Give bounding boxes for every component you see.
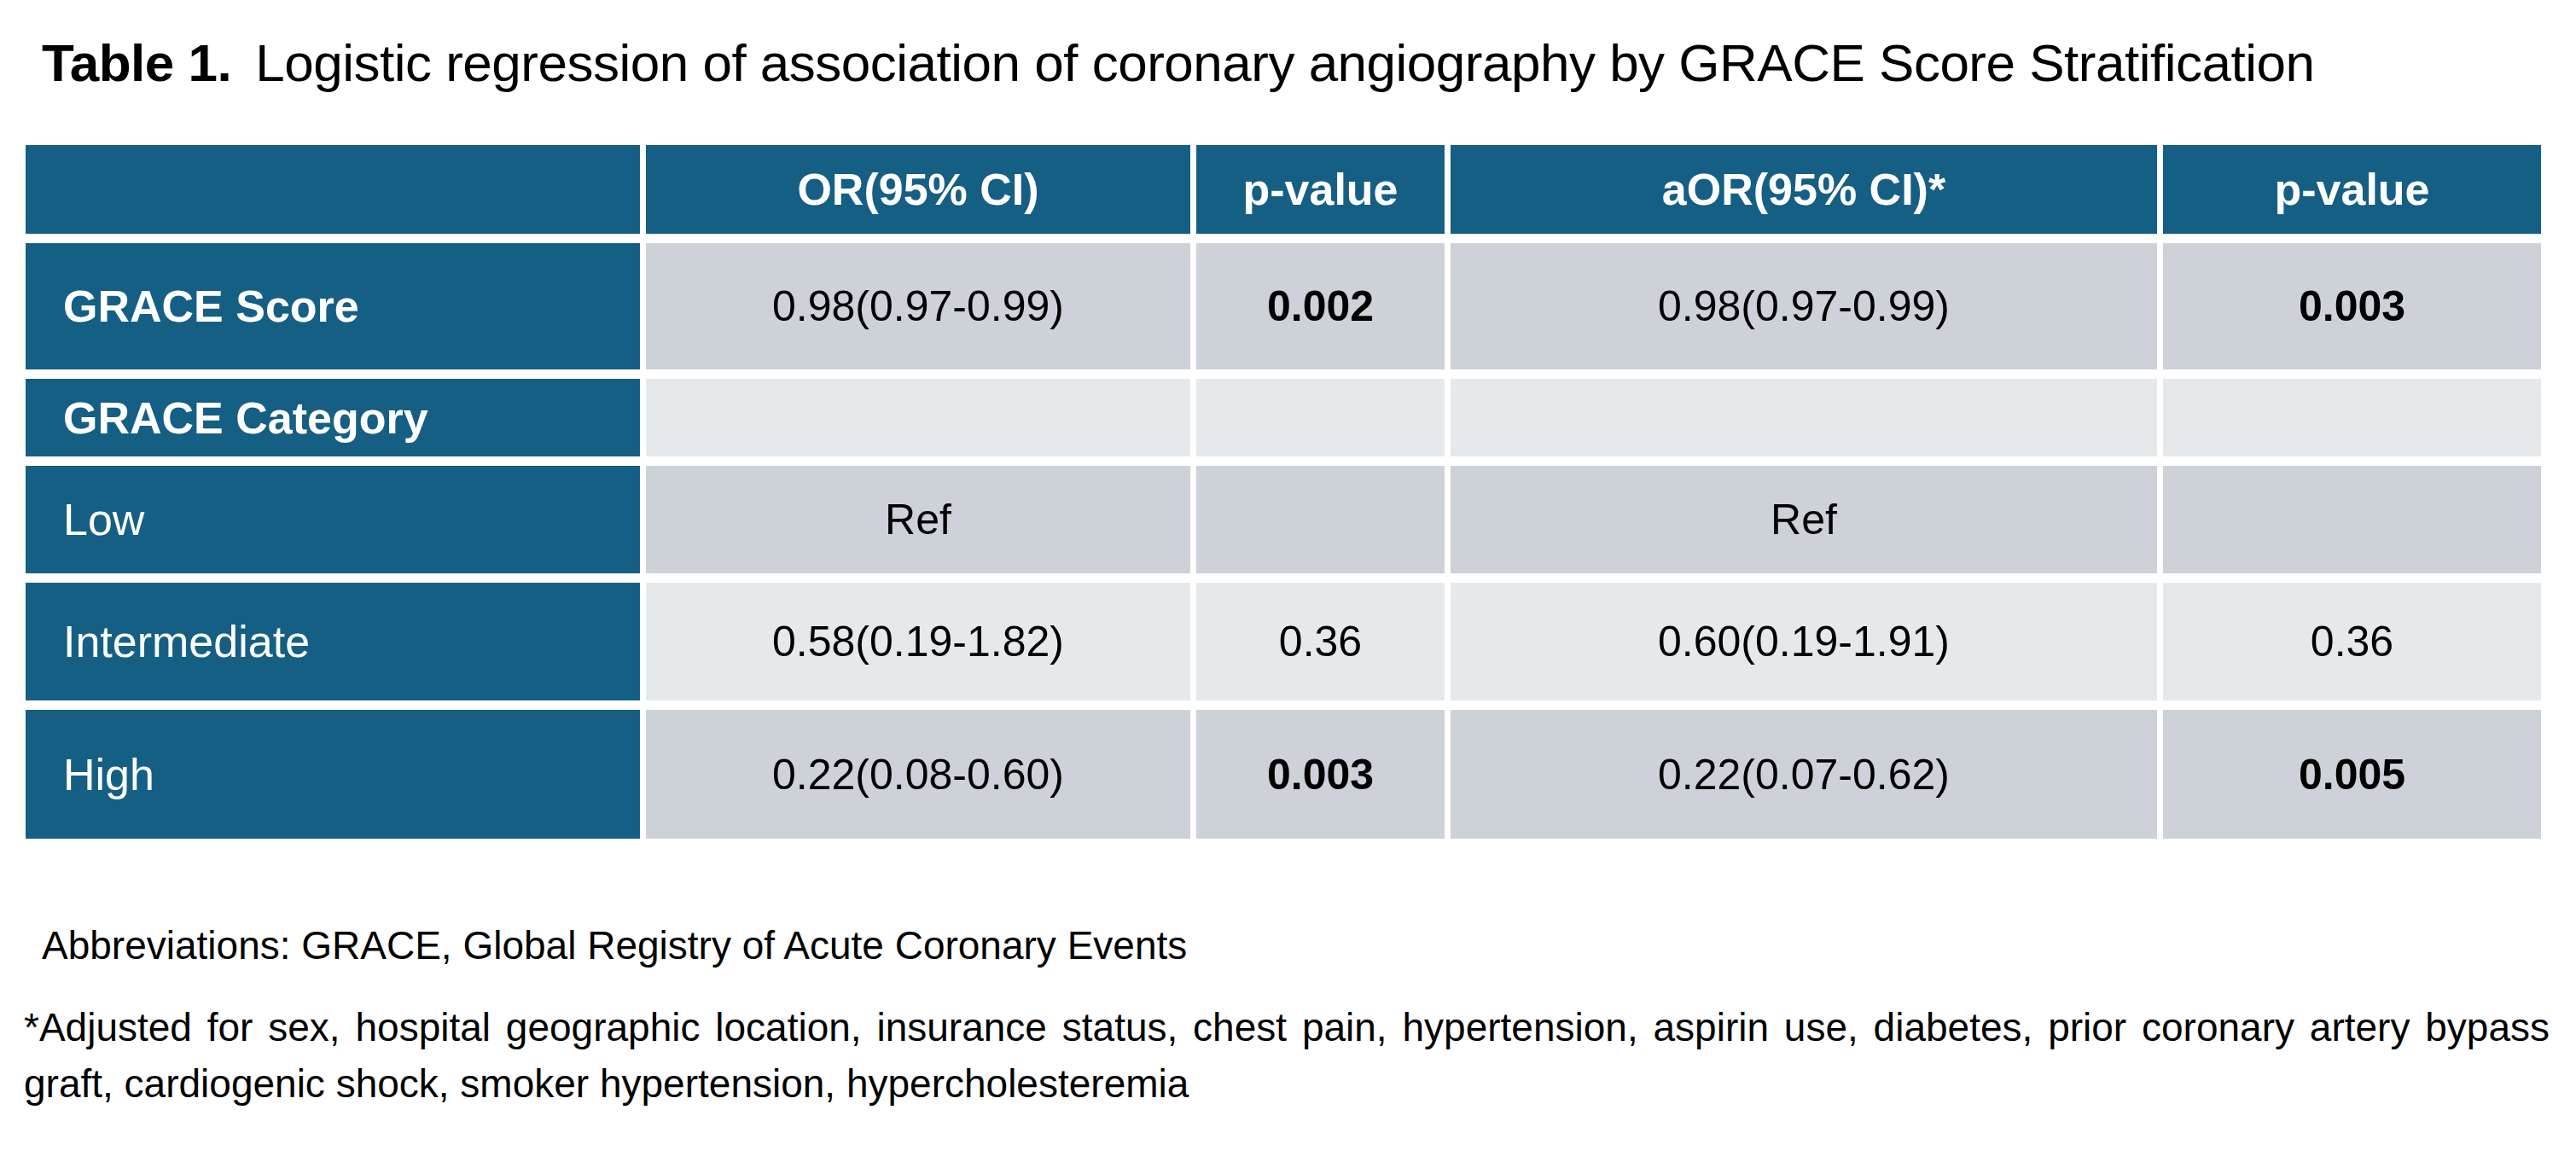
p-value-cell: 0.36: [1196, 583, 1445, 700]
aor-cell: 0.60(0.19-1.91): [1451, 583, 2157, 700]
or-cell: 0.98(0.97-0.99): [646, 243, 1190, 369]
row-label: Intermediate: [26, 583, 640, 700]
table-title-number: Table 1.: [42, 33, 231, 92]
column-header-aor: aOR(95% CI)*: [1451, 145, 2157, 234]
p-value-cell: [2163, 466, 2541, 573]
table-title: Table 1. Logistic regression of associati…: [42, 32, 2552, 93]
p-value-cell: [2163, 379, 2541, 456]
p-value-cell: 0.002: [1196, 243, 1445, 369]
corner-header-cell: [26, 145, 640, 234]
row-label: GRACE Score: [26, 243, 640, 369]
p-value-cell: [1196, 466, 1445, 573]
p-value-cell: 0.003: [1196, 710, 1445, 839]
footnote-abbreviations: Abbreviations: GRACE, Global Registry of…: [42, 918, 2552, 973]
header-row: OR(95% CI) p-value aOR(95% CI)* p-value: [26, 145, 2541, 234]
or-cell: 0.22(0.08-0.60): [646, 710, 1190, 839]
aor-cell: [1451, 379, 2157, 456]
or-cell: [646, 379, 1190, 456]
p-value-cell: 0.005: [2163, 710, 2541, 839]
row-label: Low: [26, 466, 640, 573]
table-row-grace-category: GRACE Category: [26, 379, 2541, 456]
column-header-or: OR(95% CI): [646, 145, 1190, 234]
or-cell: 0.58(0.19-1.82): [646, 583, 1190, 700]
row-label: High: [26, 710, 640, 839]
or-cell: Ref: [646, 466, 1190, 573]
aor-cell: 0.22(0.07-0.62): [1451, 710, 2157, 839]
table-title-text: Logistic regression of association of co…: [255, 33, 2314, 92]
logistic-regression-table: OR(95% CI) p-value aOR(95% CI)* p-value …: [20, 136, 2547, 848]
page: Table 1. Logistic regression of associati…: [0, 0, 2576, 1168]
p-value-cell: 0.36: [2163, 583, 2541, 700]
table-row-high: High 0.22(0.08-0.60) 0.003 0.22(0.07-0.6…: [26, 710, 2541, 839]
column-header-pvalue-1: p-value: [1196, 145, 1445, 234]
row-label: GRACE Category: [26, 379, 640, 456]
table-row-low: Low Ref Ref: [26, 466, 2541, 573]
footnote-adjustment: *Adjusted for sex, hospital geographic l…: [24, 999, 2550, 1113]
p-value-cell: 0.003: [2163, 243, 2541, 369]
column-header-pvalue-2: p-value: [2163, 145, 2541, 234]
aor-cell: Ref: [1451, 466, 2157, 573]
table-row-grace-score: GRACE Score 0.98(0.97-0.99) 0.002 0.98(0…: [26, 243, 2541, 369]
table-row-intermediate: Intermediate 0.58(0.19-1.82) 0.36 0.60(0…: [26, 583, 2541, 700]
p-value-cell: [1196, 379, 1445, 456]
aor-cell: 0.98(0.97-0.99): [1451, 243, 2157, 369]
